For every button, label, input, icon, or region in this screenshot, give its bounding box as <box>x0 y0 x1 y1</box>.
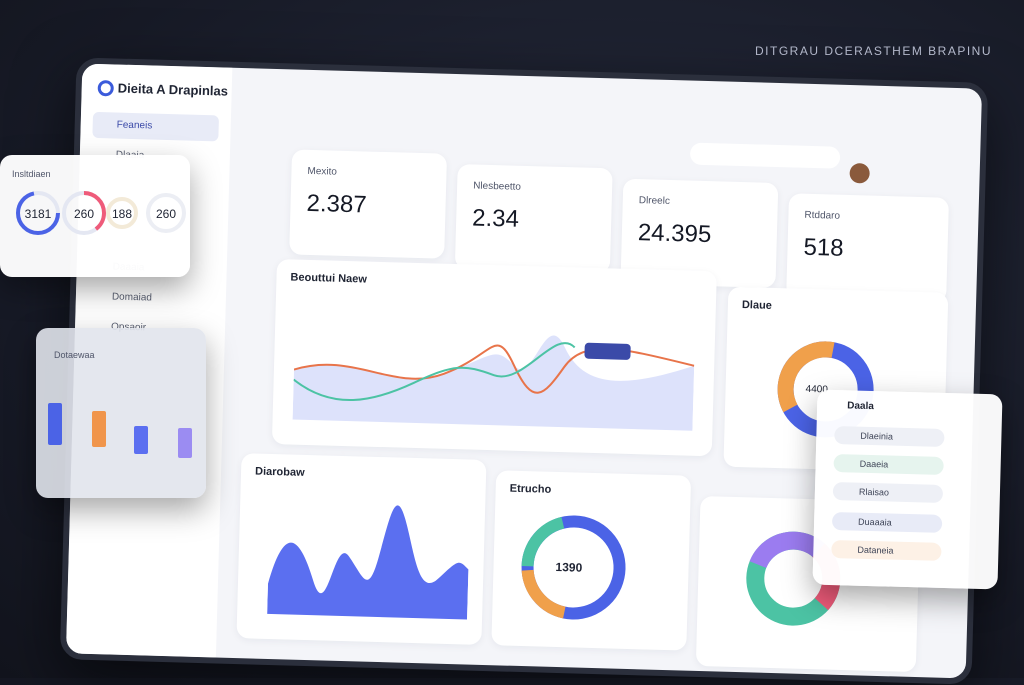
tagline: DITGRAU DCERASTHEM BRAPINU <box>755 44 993 58</box>
area-fill <box>292 335 695 431</box>
bar <box>48 403 62 445</box>
logo <box>97 79 114 97</box>
tooltip <box>584 342 631 360</box>
panel-title: Dlaue <box>741 299 773 312</box>
bar <box>178 428 192 458</box>
search-box[interactable] <box>689 142 841 169</box>
kpi-card: Mexito 2.387 <box>289 149 448 259</box>
gauge-ring <box>106 197 138 229</box>
list-item[interactable]: Daaeia <box>833 454 944 475</box>
gauge-value: 260 <box>73 207 95 221</box>
gauge-value: 260 <box>155 207 177 221</box>
kpi-label: Rtddaro <box>804 209 841 222</box>
kpi-card: Rtddaro 518 <box>786 193 950 303</box>
area-panel: Diarobaw <box>236 453 487 645</box>
gauge-value: 188 <box>111 207 133 221</box>
donut-center: 1390 <box>555 559 583 575</box>
list-card: Daala Dlaeinia Daaeia Rlaisao Duaaaia Da… <box>812 389 1003 590</box>
donut2-panel: Etrucho 1390 <box>491 470 692 651</box>
kpi-value: 24.395 <box>637 219 712 249</box>
donut-chart <box>521 515 626 620</box>
list-item[interactable]: Rlaisao <box>832 482 944 503</box>
area-chart <box>267 505 469 620</box>
gauge-arc <box>62 191 106 235</box>
bar <box>134 426 148 454</box>
bar-card: Dotaewaa <box>36 328 206 498</box>
kpi-label: Nlesbeetto <box>472 180 522 193</box>
nav-item[interactable]: Feaneis <box>92 111 220 142</box>
kpi-value: 2.387 <box>306 189 368 219</box>
card-title: Insltdiaen <box>12 169 51 179</box>
panel-title: Diarobaw <box>254 465 305 479</box>
panel-title: Beouttui Naew <box>290 271 368 286</box>
bar <box>92 411 106 447</box>
gauge-ring <box>146 193 186 233</box>
line-panel: Beouttui Naew <box>271 259 717 457</box>
avatar[interactable] <box>849 163 870 184</box>
kpi-card: Nlesbeetto 2.34 <box>454 164 613 274</box>
line-chart <box>292 335 695 431</box>
donut-segment <box>746 531 841 626</box>
gauge-value: 3181 <box>24 207 52 221</box>
donut-ring <box>521 515 626 620</box>
kpi-label: Dlreelc <box>638 195 671 208</box>
nav-item[interactable]: Domaiad <box>111 291 153 304</box>
donut-segment <box>521 515 626 620</box>
gauge-card: Insltdiaen 3181 260 188 260 <box>0 155 190 277</box>
area-fill <box>267 505 469 620</box>
kpi-value: 518 <box>803 233 844 262</box>
card-title: Daala <box>847 400 874 413</box>
app-title: Dieita A Drapinlas <box>117 80 229 99</box>
gauges <box>16 191 186 235</box>
gauge-arc <box>16 191 60 235</box>
kpi-value: 2.34 <box>471 204 520 233</box>
list-item[interactable]: Dataneia <box>831 540 942 561</box>
panel-title: Etrucho <box>509 482 552 496</box>
list-item[interactable]: Dlaeinia <box>834 426 945 447</box>
list-item[interactable]: Duaaaia <box>831 512 943 533</box>
card-title: Dotaewaa <box>54 350 95 360</box>
kpi-label: Mexito <box>307 165 338 178</box>
line <box>293 342 576 401</box>
bar-chart <box>48 403 192 458</box>
